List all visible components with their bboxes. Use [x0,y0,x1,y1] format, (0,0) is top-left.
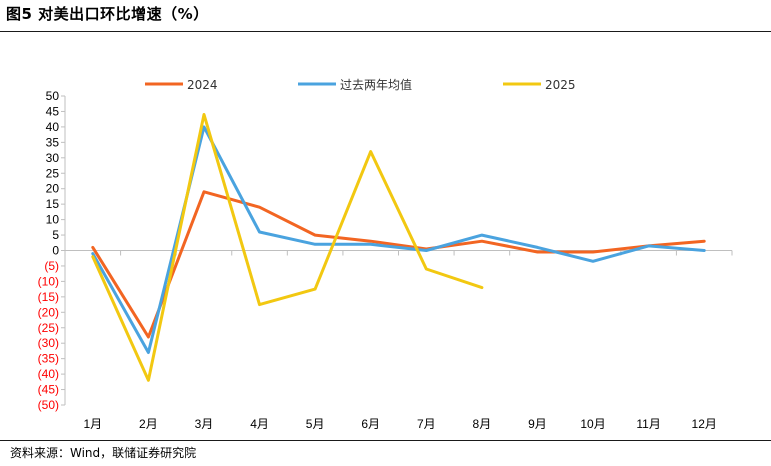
x-tick-label: 10月 [580,417,605,431]
series-line-0 [91,190,706,339]
y-tick-label: (40) [38,367,59,381]
y-tick-label: 20 [46,182,60,196]
series-line-2 [91,113,484,382]
y-tick-label: 25 [46,166,60,180]
y-tick-label: (5) [44,259,59,273]
y-tick-label: (50) [38,398,59,412]
y-tick-label: (15) [38,290,59,304]
source-note: 资料来源：Wind，联储证券研究院 [10,446,197,460]
y-tick-label: 30 [46,151,60,165]
legend-label: 2024 [187,78,218,92]
x-axis: 1月 2月 3月 4月 5月 6月 7月 8月 9月 10月 11月 12月 [64,250,733,431]
y-tick-label: 35 [46,135,60,149]
bottom-rule [0,440,771,441]
legend: 2024 过去两年均值 2025 [145,77,576,92]
y-tick-label: 40 [46,120,60,134]
y-tick-label: 10 [46,213,60,227]
y-tick-label: (20) [38,305,59,319]
legend-label: 过去两年均值 [340,77,412,92]
y-tick-label: 45 [46,104,60,118]
y-tick-label: (45) [38,383,59,397]
x-tick-label: 2月 [139,417,158,431]
y-tick-label: (10) [38,274,59,288]
figure-title: 图5 对美出口环比增速（%） [6,5,209,23]
y-tick-label: (35) [38,352,59,366]
y-tick-label: 0 [52,244,59,258]
series-layer [91,113,706,382]
x-tick-label: 5月 [306,417,325,431]
x-tick-label: 1月 [83,417,102,431]
y-axis: 50454035302520151050(5)(10)(15)(20)(25)(… [38,89,66,412]
y-tick-label: 5 [52,228,59,242]
x-tick-label: 7月 [417,417,436,431]
y-tick-label: 50 [46,89,60,103]
x-tick-label: 4月 [250,417,269,431]
y-tick-label: (25) [38,321,59,335]
y-tick-label: 15 [46,197,60,211]
x-tick-label: 12月 [692,417,717,431]
x-tick-label: 9月 [528,417,547,431]
x-tick-label: 3月 [195,417,214,431]
legend-label: 2025 [545,78,576,92]
x-tick-label: 8月 [473,417,492,431]
top-rule [0,31,771,32]
chart: 2024 过去两年均值 2025 50454035302520151050(5)(1… [38,77,733,431]
x-tick-label: 11月 [636,417,660,431]
y-tick-label: (30) [38,336,59,350]
x-tick-label: 6月 [361,417,380,431]
